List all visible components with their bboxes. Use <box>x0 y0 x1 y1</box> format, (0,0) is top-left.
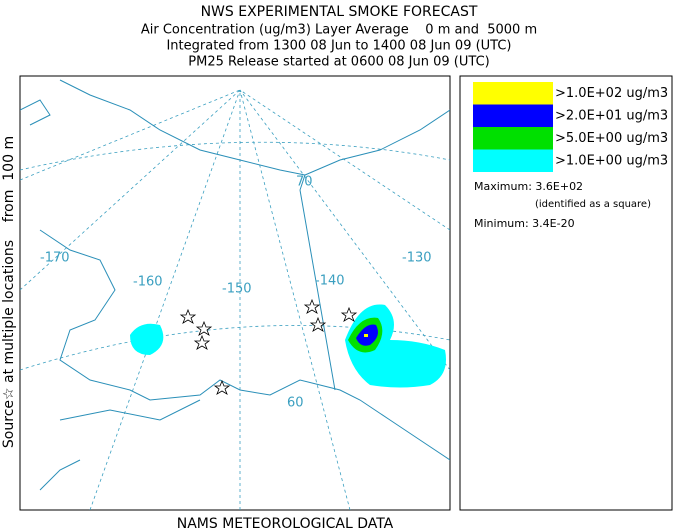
maximum: Maximum: 3.6E+02 <box>474 180 583 193</box>
legend-label: >1.0E+00 ug/m3 <box>555 154 668 169</box>
max-note: (identified as a square) <box>535 199 651 210</box>
legend-swatch <box>473 104 553 127</box>
subtitle: PM25 Release started at 0600 08 Jun 09 (… <box>188 55 489 70</box>
footer: NAMS METEOROLOGICAL DATA <box>177 516 394 532</box>
map: -170 -160 -150 -140 -130 70 60 <box>19 75 451 511</box>
map-label: 70 <box>296 175 313 190</box>
minimum: Minimum: 3.4E-20 <box>474 217 575 230</box>
grid-line <box>20 89 450 510</box>
subtitle: Integrated from 1300 08 Jun to 1400 08 J… <box>166 39 511 54</box>
legend-label: >2.0E+01 ug/m3 <box>555 109 668 124</box>
legend-label: >1.0E+02 ug/m3 <box>555 86 668 101</box>
legend-swatch <box>473 127 553 150</box>
coastline <box>20 79 450 491</box>
legend-swatch <box>473 82 553 105</box>
map-label: -150 <box>222 282 252 297</box>
smoke-max <box>364 334 368 337</box>
legend-label: >5.0E+00 ug/m3 <box>555 131 668 146</box>
map-label: -140 <box>315 274 345 289</box>
side-label: Source☆ at multiple locations from 100 m <box>1 136 17 448</box>
map-label: -130 <box>402 251 432 266</box>
legend-swatch <box>473 149 553 172</box>
map-label: 60 <box>287 396 304 411</box>
subtitle: Air Concentration (ug/m3) Layer Average … <box>141 23 537 38</box>
grid-line <box>20 141 450 171</box>
map-frame <box>19 75 451 511</box>
map-label: -160 <box>133 275 163 290</box>
sources <box>179 298 358 395</box>
map-label: -170 <box>40 251 70 266</box>
legend: Maximum: 3.6E+02 (identified as a square… <box>459 75 673 511</box>
title: NWS EXPERIMENTAL SMOKE FORECAST <box>201 4 478 20</box>
